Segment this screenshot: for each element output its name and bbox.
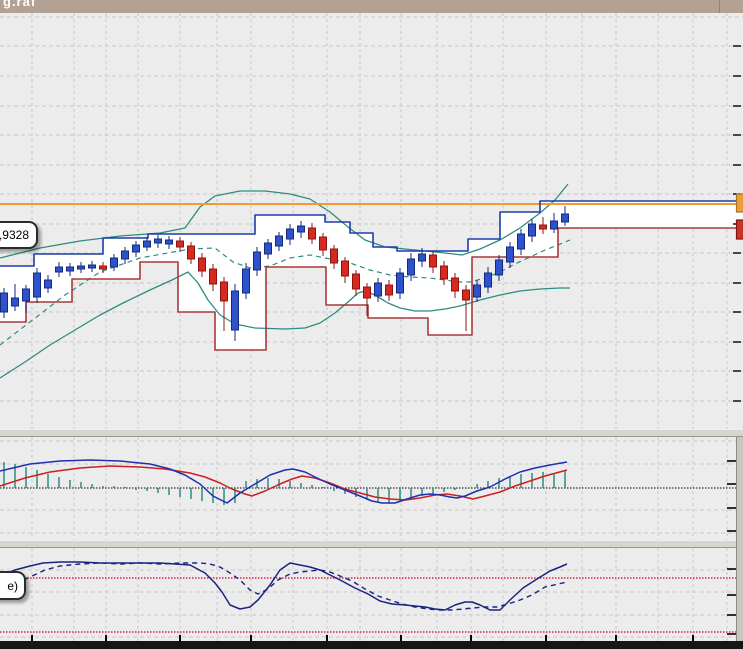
candle-body-up [132,244,140,253]
candle-body-up [264,242,272,255]
candle-body-up [55,266,63,273]
candle-body-up [165,239,173,245]
price-tooltip-value: 2,9328 [0,228,29,242]
candle-body-down [440,265,448,280]
candle-body-down [319,236,327,251]
candle-body-down [198,257,206,272]
candle-body-down [363,286,371,299]
candle-body-up [407,258,415,276]
candle-body-down [341,260,349,277]
candle-body-up [77,265,85,270]
candle-body-up [517,233,525,250]
candle-body-down [209,268,217,285]
candle-body-down [308,227,316,240]
panel-right-edge [736,437,743,641]
candle-body-up [286,228,294,240]
candle-body-up [495,259,503,276]
candle-body-down [99,265,107,270]
step-upper-line [0,200,743,267]
macd-signal-line [0,465,568,501]
candle-body-up [528,223,536,237]
candle-body-down [352,273,360,290]
candle-body-down [187,245,195,260]
candle-body-down [385,284,393,296]
band-upper-line [0,183,569,259]
candle-body-up [242,268,250,294]
candle-body-up [231,290,239,331]
candle-body-up [484,272,492,288]
panel-splitter-macd-stoch[interactable] [0,540,743,548]
price-axis-label-red [735,219,743,240]
window-title: g.raf [3,0,37,9]
candle-body-down [451,277,459,292]
candle-body-up [154,238,162,244]
candle-body-up [473,284,481,298]
candle-body-up [33,272,41,298]
candle-body-up [11,297,19,307]
indicator-tooltip: e) [0,571,26,600]
candle-body-up [88,264,96,269]
candle-body-up [506,246,514,263]
candle-body-down [220,281,228,302]
panel-splitter-main-macd[interactable] [0,429,743,437]
price-axis-label-orange [735,193,743,213]
band-lower-line [0,271,570,379]
candle-body-up [561,213,569,223]
candle-body-up [121,250,129,260]
titlebar-divider [719,0,720,13]
candle-body-up [374,282,382,297]
window-titlebar[interactable]: g.raf [0,0,743,13]
candle-body-up [22,288,30,302]
macd-line [0,459,568,504]
candle-body-up [66,266,74,272]
candle-body-down [176,240,184,248]
price-tooltip: 2,9328 [0,221,38,249]
candle-body-up [550,220,558,230]
candle-body-down [330,248,338,264]
stoch-solid-line [0,561,568,611]
candle-body-up [44,279,52,289]
band-middle-dashed-line [0,239,571,346]
indicator-tooltip-value: e) [7,578,18,593]
candle-body-up [253,251,261,271]
step-lower-line [0,227,743,351]
candle-body-up [396,272,404,294]
candle-body-down [429,254,437,268]
candle-body-up [297,225,305,233]
candle-body-up [275,235,283,247]
candle-body-up [110,257,118,268]
candle-body-up [0,292,8,313]
candle-body-down [462,289,470,301]
candle-body-up [418,253,426,262]
time-axis-bar [0,641,743,649]
candle-body-down [539,224,547,230]
candle-body-up [143,240,151,248]
stoch-panel-bg [0,548,743,641]
